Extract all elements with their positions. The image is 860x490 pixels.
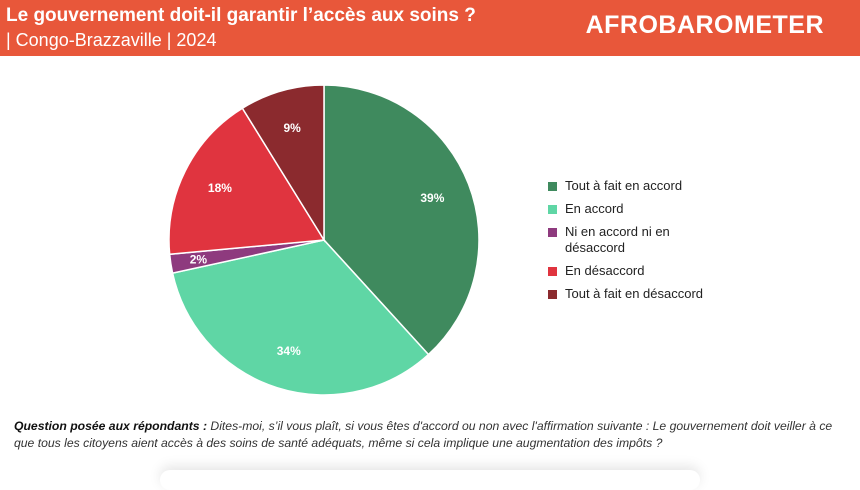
legend-swatch (548, 267, 557, 276)
legend-label: En désaccord (565, 263, 645, 278)
slice-label: 39% (420, 191, 444, 205)
legend-label: Tout à fait en désaccord (565, 286, 704, 301)
legend-item: Tout à fait en désaccord (548, 286, 728, 302)
legend-swatch (548, 290, 557, 299)
legend-item: Ni en accord ni en désaccord (548, 224, 728, 256)
legend-swatch (548, 205, 557, 214)
legend: Tout à fait en accord En accord Ni en acco… (548, 178, 728, 309)
legend-label: Tout à fait en accord (565, 178, 683, 193)
question-text: Dites-moi, s’il vous plaît, si vous êtes… (14, 419, 833, 450)
legend-swatch (548, 182, 557, 191)
legend-swatch (548, 228, 557, 237)
slice-label: 9% (284, 121, 302, 135)
pie-slice (241, 84, 325, 243)
chart-title: Le gouvernement doit-il garantir l’accès… (6, 5, 476, 26)
slice-label: 18% (208, 181, 232, 195)
legend-label: Ni en accord ni en désaccord (565, 224, 670, 255)
question-note: Question posée aux répondants : Dites-mo… (14, 418, 844, 452)
legend-item: Tout à fait en accord (548, 178, 728, 194)
header-banner: Le gouvernement doit-il garantir l’accès… (0, 0, 860, 56)
pie-slice (168, 107, 326, 256)
legend-label: En accord (565, 201, 624, 216)
question-label: Question posée aux répondants : (14, 419, 208, 433)
pie-chart: 39% 34% 2% 18% 9% (168, 84, 480, 396)
legend-item: En accord (548, 201, 728, 217)
chart-subtitle: | Congo-Brazzaville | 2024 (6, 30, 217, 50)
pie-slice (171, 239, 430, 396)
slice-label: 34% (277, 344, 301, 358)
footer-shadow (160, 470, 700, 490)
pie-slice (323, 84, 480, 356)
afrobarometer-logo: AFROBAROMETER (585, 11, 824, 39)
legend-item: En désaccord (548, 263, 728, 279)
slice-label: 2% (190, 252, 208, 266)
